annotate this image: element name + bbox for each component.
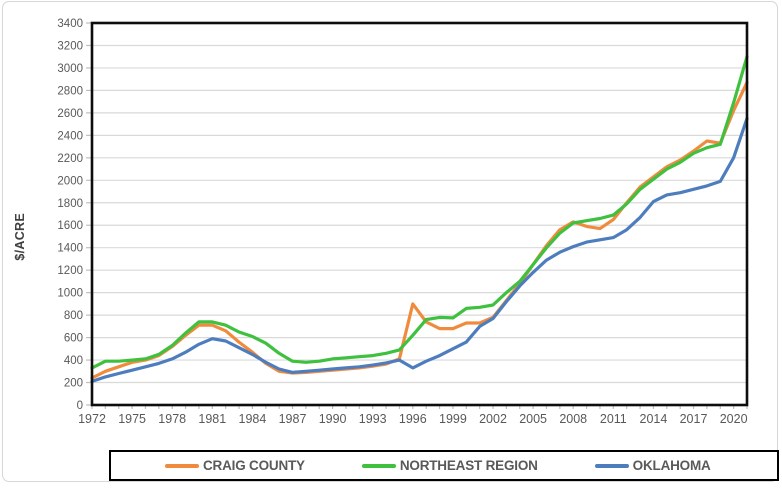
legend-item-craig-county[interactable]: CRAIG COUNTY [165, 458, 305, 473]
x-axis-tick-label: 2011 [600, 412, 627, 426]
series-line-northeast-region [90, 55, 749, 370]
x-axis-tick-label: 1996 [399, 412, 427, 426]
y-axis-tick-label: 2000 [57, 175, 83, 187]
legend-label-northeast-region: NORTHEAST REGION [399, 458, 538, 473]
x-axis-tick-label: 2014 [640, 412, 668, 426]
x-axis-tick-label: 1993 [359, 412, 387, 426]
y-axis-tick-label: 1400 [57, 243, 83, 255]
y-axis-tick-label: 1800 [57, 198, 83, 210]
legend-item-northeast-region[interactable]: NORTHEAST REGION [361, 458, 538, 473]
y-axis-tick-label: 0 [77, 400, 83, 412]
x-axis-tick-label: 1999 [439, 412, 467, 426]
y-axis-tick-label: 2600 [57, 108, 83, 120]
legend-label-craig-county: CRAIG COUNTY [203, 458, 305, 473]
y-axis-tick-label: 1000 [57, 288, 83, 300]
x-axis-tick-label: 1987 [279, 412, 307, 426]
y-axis-tick-label: 3400 [57, 18, 83, 30]
y-axis-tick-label: 1600 [57, 220, 83, 232]
x-axis-tick-label: 1975 [118, 412, 146, 426]
plot-border [90, 21, 749, 407]
y-axis-tick-label: 3200 [57, 40, 83, 52]
chart-figure: 0 200 400 600 800 1000 1200 1400 1600 1800 2000 220… [2, 1, 779, 482]
y-axis-tick-label: 200 [64, 378, 83, 390]
y-axis-tick-label: 3000 [57, 63, 83, 75]
x-axis-tick-label: 1981 [198, 412, 226, 426]
legend-swatch-oklahoma [594, 463, 629, 468]
y-axis-tick-label: 800 [64, 310, 83, 322]
x-axis-tick-label: 1978 [158, 412, 186, 426]
y-axis-title-text: $/ACRE [13, 213, 27, 261]
y-axis-tick-label: 2800 [57, 85, 83, 97]
x-axis-tick-label: 1972 [78, 412, 106, 426]
y-axis-tick-label: 1200 [57, 265, 83, 277]
x-axis-tick-label: 1990 [319, 412, 347, 426]
legend-swatch-craig-county [165, 463, 199, 468]
series-line-craig-county [90, 80, 749, 380]
y-axis-tick-label: 400 [64, 355, 83, 367]
legend: CRAIG COUNTY NORTHEAST REGION OKLAHOMA [109, 450, 779, 481]
legend-label-oklahoma: OKLAHOMA [632, 458, 711, 473]
x-axis-tick-label: 2008 [559, 412, 587, 426]
legend-swatch-northeast-region [361, 463, 396, 468]
y-axis-tick-label: 600 [64, 333, 83, 345]
x-axis-tick-label: 2017 [680, 412, 708, 426]
y-axis-tick-label: 2400 [57, 130, 83, 142]
x-axis-tick-label: 2002 [479, 412, 507, 426]
chart-canvas: 0 200 400 600 800 1000 1200 1400 1600 1800 2000 220… [57, 18, 749, 426]
x-axis-tick-label: 2020 [720, 412, 748, 426]
y-axis-tick-label: 2200 [57, 153, 83, 165]
x-axis-tick-label: 1984 [239, 412, 267, 426]
x-axis-tick-label: 2005 [519, 412, 547, 426]
series-line-oklahoma [90, 116, 749, 383]
legend-item-oklahoma[interactable]: OKLAHOMA [594, 458, 711, 473]
